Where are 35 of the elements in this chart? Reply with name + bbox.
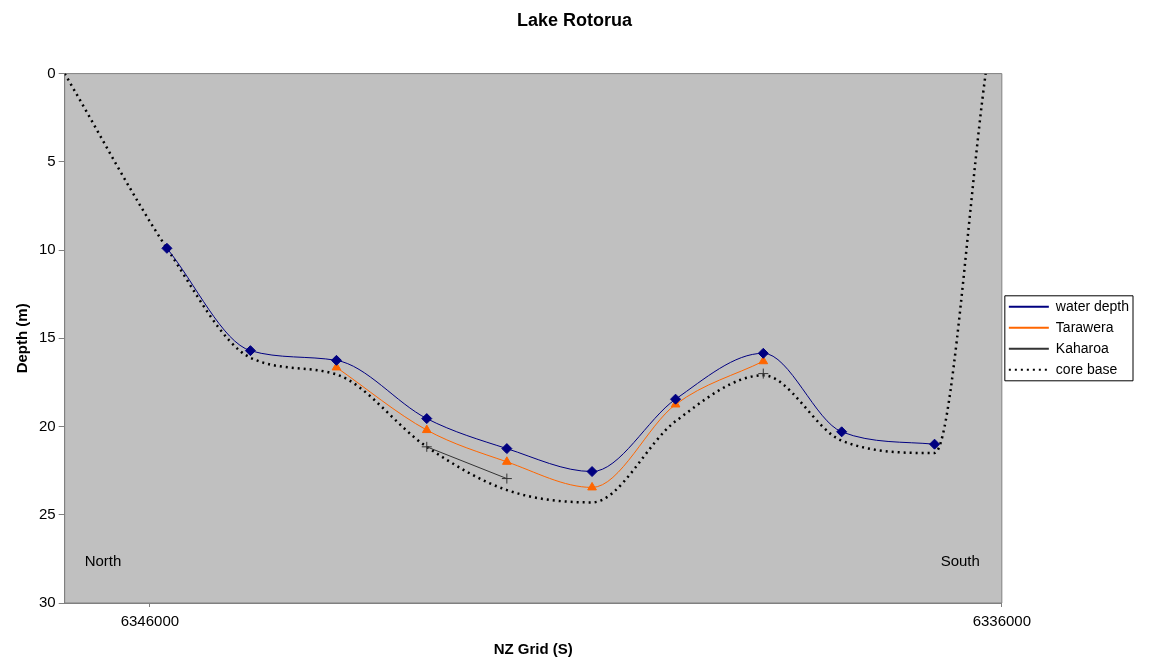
x-axis-title: NZ Grid (S) — [493, 640, 573, 658]
point — [757, 368, 769, 380]
y-axis-title: Depth (m) — [13, 303, 31, 374]
point — [836, 426, 848, 438]
point — [757, 347, 769, 359]
point — [330, 354, 342, 366]
point — [587, 481, 597, 491]
annotation: North — [84, 552, 122, 570]
annotation: South — [940, 552, 980, 570]
point — [421, 441, 433, 453]
point — [244, 345, 256, 357]
point — [502, 456, 512, 465]
y-tick-label: 5 — [47, 151, 56, 169]
point — [501, 473, 513, 485]
point — [501, 443, 513, 455]
point — [586, 466, 598, 478]
legend-label: water depth — [1054, 297, 1130, 314]
legend-label: Tarawera — [1055, 318, 1114, 335]
legend-label: Kaharoa — [1055, 339, 1109, 356]
y-tick-label: 10 — [39, 240, 56, 258]
legend-label: core base — [1055, 360, 1118, 377]
y-tick-label: 20 — [39, 416, 56, 434]
y-tick-label: 15 — [39, 328, 56, 346]
point — [421, 413, 433, 425]
y-tick-label: 25 — [39, 504, 56, 522]
point — [161, 242, 173, 254]
y-tick-label: 30 — [39, 593, 56, 611]
point — [670, 393, 682, 405]
line-series — [64, 73, 987, 504]
chart-title: Lake Rotorua — [516, 9, 633, 30]
x-tick-label: 6336000 — [972, 612, 1032, 630]
y-tick-label: 0 — [47, 63, 56, 81]
point — [929, 438, 941, 450]
x-tick-label: 6346000 — [120, 612, 180, 630]
point — [421, 424, 432, 434]
